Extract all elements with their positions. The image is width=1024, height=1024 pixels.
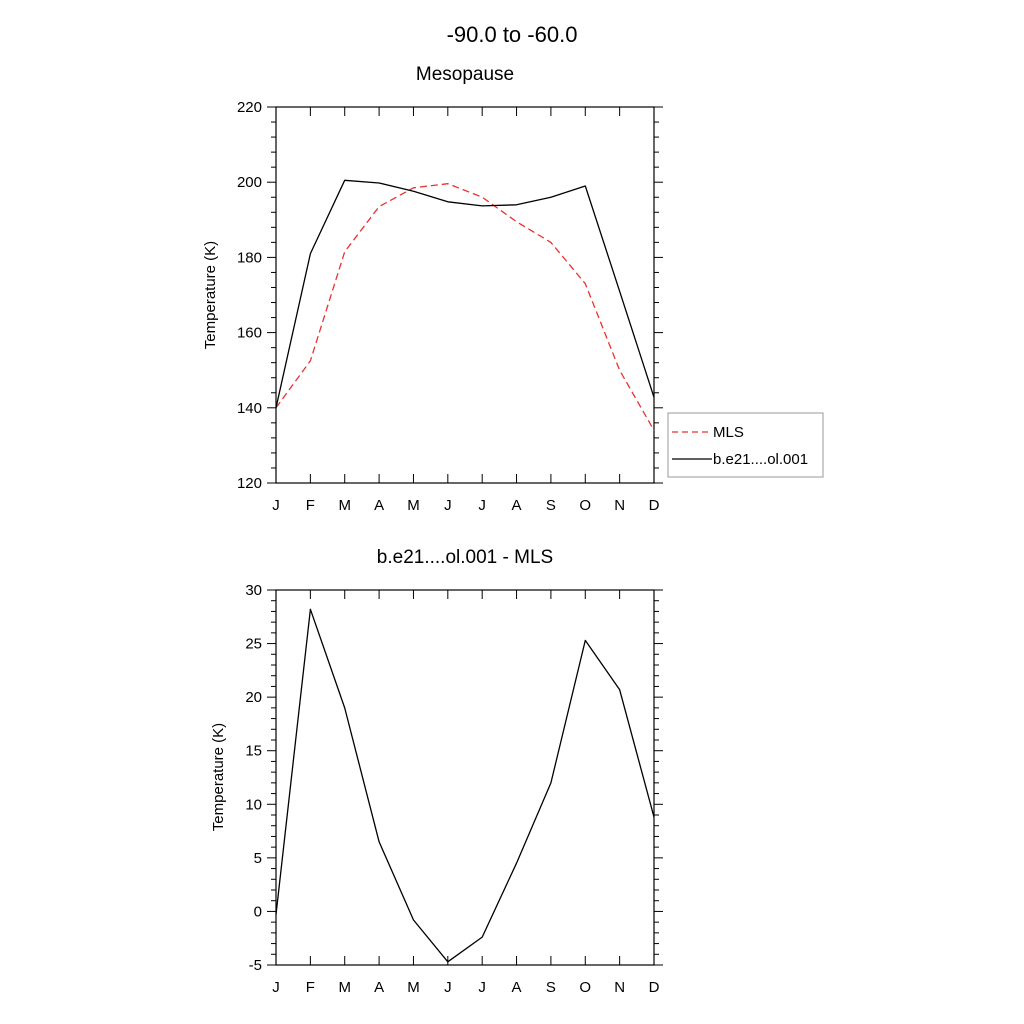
top-x-tick-label: J bbox=[444, 497, 452, 514]
top-plot-frame bbox=[275, 106, 655, 484]
top-x-tick-label: M bbox=[338, 497, 351, 514]
top-series-line-1 bbox=[275, 179, 655, 408]
bottom-y-tick-label: 25 bbox=[245, 636, 262, 653]
bottom-x-tick-label: J bbox=[272, 979, 280, 996]
bottom-y-tick-label: -5 bbox=[249, 957, 262, 974]
top-chart-ylabel: Temperature (K) bbox=[202, 241, 219, 349]
top-x-tick-label: A bbox=[512, 497, 522, 514]
bottom-chart-panel: b.e21....ol.001 - MLS Temperature (K) J F… bbox=[210, 547, 663, 996]
bottom-x-tick-label: A bbox=[512, 979, 522, 996]
legend-label-model: b.e21....ol.001 bbox=[713, 451, 808, 468]
top-chart-panel: Mesopause Temperature (K) MLS b.e21....o… bbox=[202, 64, 824, 514]
bottom-x-tick-label: J bbox=[478, 979, 486, 996]
top-x-tick-label: A bbox=[374, 497, 384, 514]
bottom-y-tick-label: 20 bbox=[245, 689, 262, 706]
bottom-x-tick-label: F bbox=[306, 979, 315, 996]
bottom-y-tick-label: 10 bbox=[245, 796, 262, 813]
bottom-plot-frame bbox=[275, 589, 655, 966]
top-x-tick-label: D bbox=[649, 497, 660, 514]
bottom-x-tick-label: S bbox=[546, 979, 556, 996]
top-y-tick-label: 200 bbox=[237, 174, 262, 191]
top-chart-title: Mesopause bbox=[416, 64, 514, 85]
top-y-tick-label: 180 bbox=[237, 249, 262, 266]
bottom-y-tick-label: 15 bbox=[245, 743, 262, 760]
bottom-x-tick-label: M bbox=[338, 979, 351, 996]
top-x-tick-label: F bbox=[306, 497, 315, 514]
page-title: -90.0 to -60.0 bbox=[447, 22, 578, 47]
top-x-tick-label: S bbox=[546, 497, 556, 514]
bottom-chart-ylabel: Temperature (K) bbox=[210, 723, 227, 831]
bottom-x-tick-label: N bbox=[614, 979, 625, 996]
bottom-x-tick-label: O bbox=[579, 979, 591, 996]
legend: MLS b.e21....ol.001 bbox=[667, 412, 824, 478]
bottom-series-line-0 bbox=[275, 608, 655, 963]
legend-box bbox=[667, 412, 824, 478]
bottom-y-tick-label: 5 bbox=[254, 850, 262, 867]
top-y-tick-label: 140 bbox=[237, 400, 262, 417]
bottom-x-tick-label: J bbox=[444, 979, 452, 996]
bottom-chart-title: b.e21....ol.001 - MLS bbox=[377, 547, 553, 568]
top-y-tick-label: 120 bbox=[237, 475, 262, 492]
bottom-x-tick-label: A bbox=[374, 979, 384, 996]
top-series-line-0 bbox=[275, 183, 655, 431]
top-x-tick-label: O bbox=[579, 497, 591, 514]
top-x-tick-label: J bbox=[272, 497, 280, 514]
legend-label-mls: MLS bbox=[713, 424, 744, 441]
bottom-x-tick-label: M bbox=[407, 979, 420, 996]
bottom-x-tick-label: D bbox=[649, 979, 660, 996]
top-x-tick-label: N bbox=[614, 497, 625, 514]
top-y-tick-label: 160 bbox=[237, 325, 262, 342]
bottom-y-tick-label: 30 bbox=[245, 582, 262, 599]
top-x-tick-label: M bbox=[407, 497, 420, 514]
top-y-tick-label: 220 bbox=[237, 99, 262, 116]
bottom-y-tick-label: 0 bbox=[254, 903, 262, 920]
top-x-tick-label: J bbox=[478, 497, 486, 514]
